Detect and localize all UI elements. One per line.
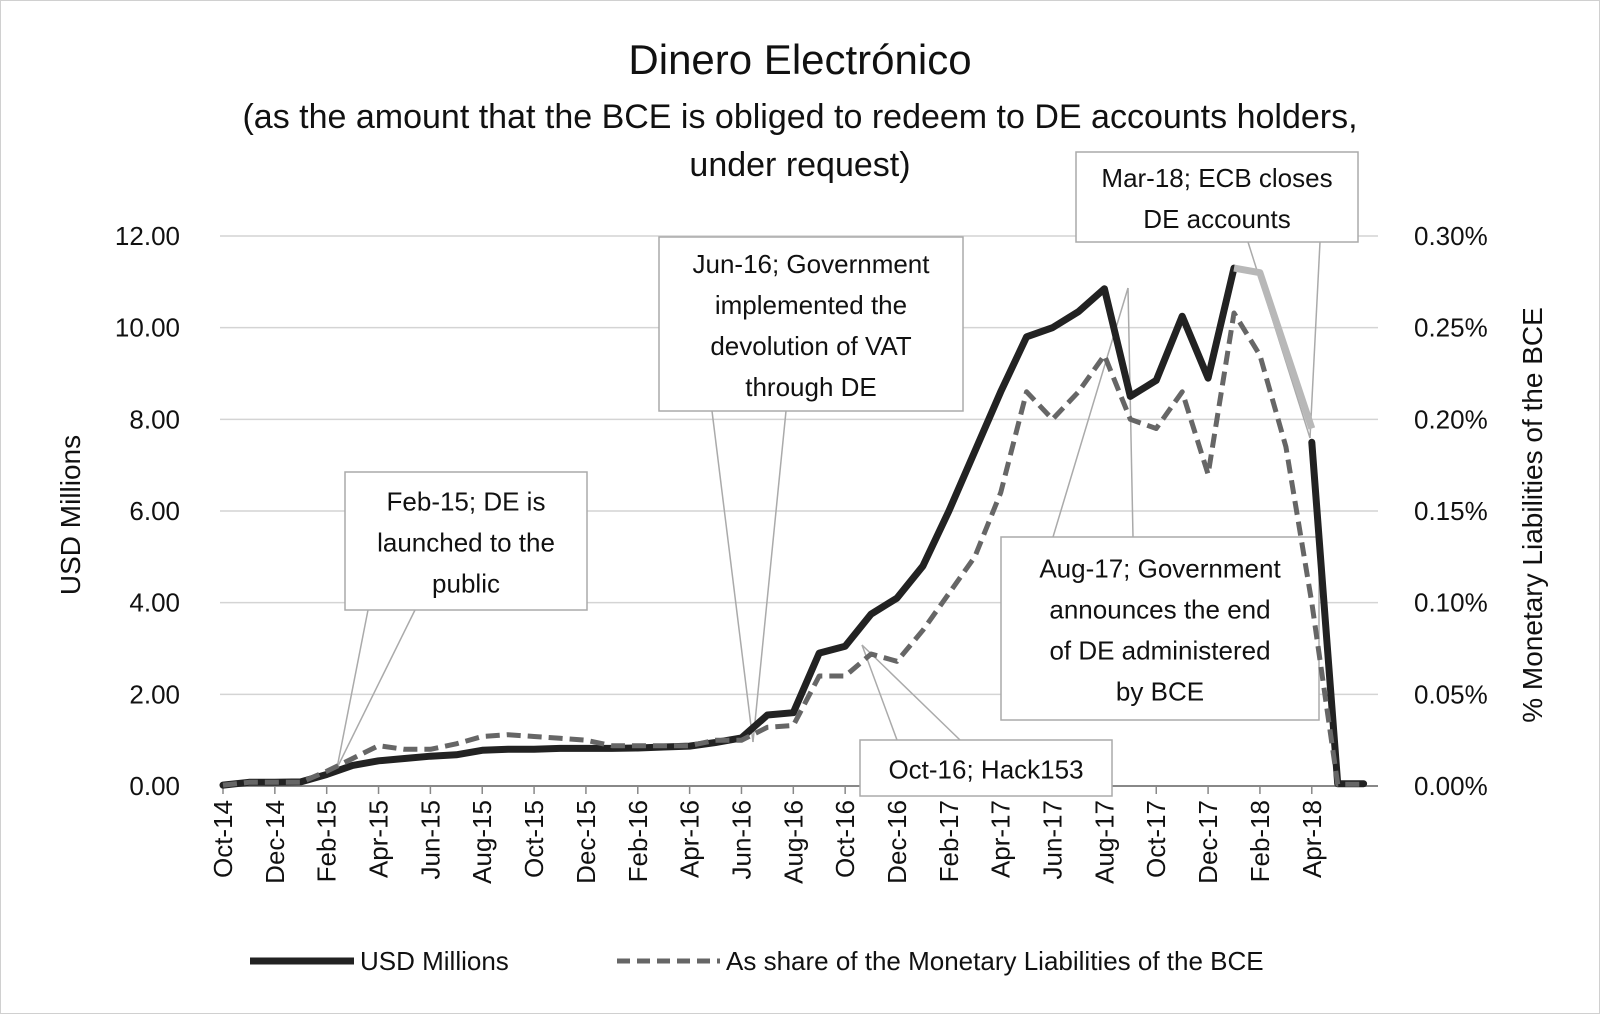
y2-tick-label: 0.05% (1414, 679, 1488, 709)
annotation-text-line: announces the end (1049, 595, 1270, 625)
y-tick-label: 12.00 (115, 221, 180, 251)
y-tick-label: 10.00 (115, 313, 180, 343)
x-tick-label: Apr-17 (986, 800, 1016, 878)
y2-tick-label: 0.20% (1414, 404, 1488, 434)
x-tick-label: Feb-16 (623, 800, 653, 882)
annotation-text-line: implemented the (715, 290, 907, 320)
y-axis-left-ticks: 0.00 2.00 4.00 6.00 8.00 10.00 12.00 (115, 221, 180, 801)
series-lines (219, 264, 1368, 789)
annotation-text-line: launched to the (377, 528, 555, 558)
x-tick-label: Jun-15 (415, 800, 445, 880)
x-tick-label: Feb-18 (1245, 800, 1275, 882)
annotation-leader-line (752, 410, 787, 743)
annotation-leader-line (861, 644, 898, 741)
y2-tick-label: 0.15% (1414, 496, 1488, 526)
x-tick-label: Aug-17 (1089, 800, 1119, 884)
y-tick-label: 4.00 (129, 588, 180, 618)
legend: USD Millions As share of the Monetary Li… (250, 946, 1264, 976)
chart-subtitle-line-1: (as the amount that the BCE is obliged t… (242, 98, 1357, 136)
annotation-text-line: of DE administered (1049, 636, 1270, 666)
annotation-box (1000, 536, 1320, 721)
x-tick-label: Oct-15 (519, 800, 549, 878)
x-tick-label: Aug-15 (467, 800, 497, 884)
chart-subtitle-line-2: under request) (689, 146, 910, 184)
annotation-box (658, 236, 964, 412)
legend-label-usd: USD Millions (360, 946, 509, 976)
x-tick-label: Dec-16 (882, 800, 912, 884)
x-tick-label: Dec-14 (260, 800, 290, 884)
annotation-mar18: Mar-18; ECB closes DE accounts (1075, 151, 1359, 439)
y2-tick-label: 0.30% (1414, 221, 1488, 251)
x-tick-label: Oct-17 (1141, 800, 1171, 878)
y-tick-label: 8.00 (129, 404, 180, 434)
series-usd-highlight-segment (1233, 264, 1316, 430)
annotation-callouts: Feb-15; DE is launched to the public Jun-16… (336, 151, 1359, 797)
x-axis-ticks: Oct-14 Dec-14 Feb-15 Apr-15 Jun-15 Aug-15 Oct-… (208, 786, 1327, 884)
annotation-leader-line (1127, 287, 1134, 538)
x-tick-label: Oct-16 (830, 800, 860, 878)
annotation-leader-line (1309, 241, 1321, 439)
x-tick-label: Oct-14 (208, 800, 238, 878)
y-axis-right-title: % Monetary Liabilities of the BCE (1517, 307, 1548, 723)
x-tick-label: Apr-16 (675, 800, 705, 878)
annotation-box (1075, 151, 1359, 243)
x-tick-label: Apr-15 (364, 800, 394, 878)
y-axis-right-ticks: 0.00% 0.05% 0.10% 0.15% 0.20% 0.25% 0.30% (1414, 221, 1488, 801)
chart-title: Dinero Electrónico (628, 36, 971, 83)
annotation-aug17: Aug-17; Government announces the end of DE… (1000, 287, 1320, 721)
annotation-text-line: Feb-15; DE is (387, 487, 546, 517)
annotation-text-line: devolution of VAT (710, 331, 911, 361)
annotation-text-line: through DE (745, 372, 877, 402)
y-tick-label: 2.00 (129, 679, 180, 709)
annotation-text-line: by BCE (1116, 677, 1204, 707)
annotation-jun16: Jun-16; Government implemented the devolut… (658, 236, 964, 743)
legend-label-share: As share of the Monetary Liabilities of … (726, 946, 1264, 976)
x-tick-label: Aug-16 (778, 800, 808, 884)
y2-tick-label: 0.25% (1414, 313, 1488, 343)
annotation-feb15: Feb-15; DE is launched to the public (336, 471, 588, 769)
y-axis-left-title: USD Millions (55, 435, 86, 595)
annotation-box (859, 739, 1113, 797)
y-tick-label: 6.00 (129, 496, 180, 526)
annotation-oct16: Oct-16; Hack153 (859, 644, 1113, 797)
x-tick-label: Feb-17 (934, 800, 964, 882)
series-share-line (222, 310, 1364, 788)
annotation-text-line: Mar-18; ECB closes (1101, 163, 1332, 193)
x-tick-label: Jun-17 (1038, 800, 1068, 880)
annotation-leader-line (336, 609, 416, 769)
x-tick-label: Apr-18 (1297, 800, 1327, 878)
annotation-text-line: DE accounts (1143, 204, 1290, 234)
annotation-box (344, 471, 588, 611)
y2-tick-label: 0.10% (1414, 588, 1488, 618)
x-tick-label: Dec-15 (571, 800, 601, 884)
y2-tick-label: 0.00% (1414, 771, 1488, 801)
annotation-text-line: Aug-17; Government (1039, 554, 1281, 584)
annotation-text-line: public (432, 569, 500, 599)
annotation-text-line: Oct-16; Hack153 (888, 755, 1083, 785)
annotation-leader-line (861, 644, 961, 741)
annotation-text-line: Jun-16; Government (692, 249, 930, 279)
x-tick-label: Feb-15 (312, 800, 342, 882)
x-tick-label: Jun-16 (726, 800, 756, 880)
x-tick-label: Dec-17 (1193, 800, 1223, 884)
annotation-leader-line (336, 609, 369, 769)
annotation-leader-line (711, 410, 754, 743)
y-tick-label: 0.00 (129, 771, 180, 801)
